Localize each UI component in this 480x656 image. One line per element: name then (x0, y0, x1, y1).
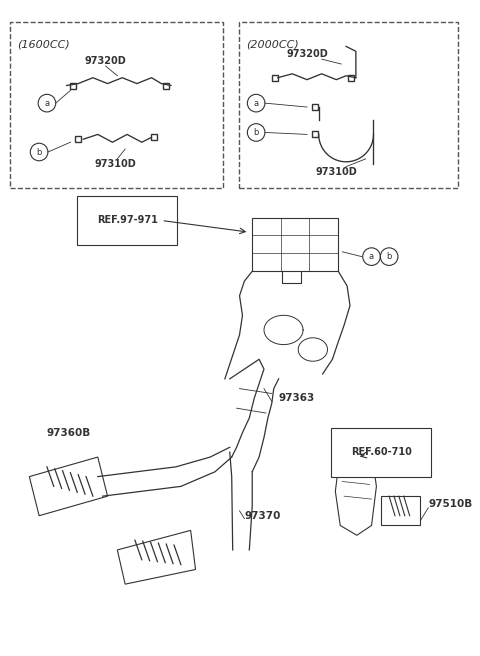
Text: a: a (369, 252, 374, 261)
Text: 97510B: 97510B (428, 499, 472, 509)
Text: b: b (253, 128, 259, 137)
Bar (381, 496, 420, 525)
Text: 97310D: 97310D (95, 159, 136, 169)
Text: 97320D: 97320D (84, 56, 126, 66)
Text: b: b (36, 148, 42, 157)
Text: 97363: 97363 (279, 394, 315, 403)
Bar (252, 218, 338, 272)
Text: 97310D: 97310D (315, 167, 357, 176)
Text: a: a (253, 98, 259, 108)
Text: b: b (386, 252, 392, 261)
Text: REF.97-971: REF.97-971 (96, 215, 157, 226)
Text: REF.60-710: REF.60-710 (351, 447, 412, 457)
Polygon shape (336, 445, 376, 535)
Text: a: a (44, 98, 49, 108)
Text: (1600CC): (1600CC) (18, 39, 71, 50)
Text: 97360B: 97360B (46, 428, 91, 438)
Text: 97370: 97370 (244, 511, 281, 521)
Text: 97320D: 97320D (286, 49, 328, 59)
Text: (2000CC): (2000CC) (246, 39, 299, 50)
